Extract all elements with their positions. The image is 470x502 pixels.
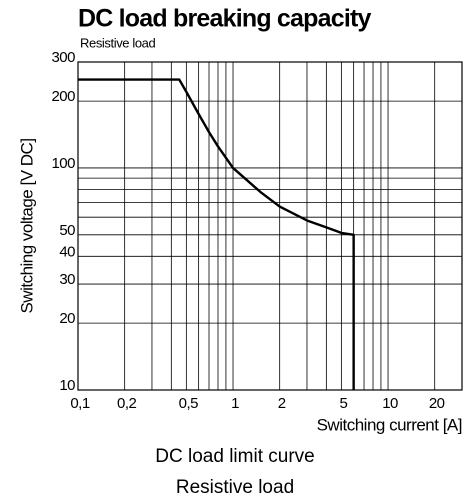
y-tick-label: 40 <box>59 243 75 260</box>
y-tick-label: 200 <box>51 88 75 105</box>
x-tick-label: 1 <box>231 395 239 412</box>
x-tick-label: 2 <box>278 395 286 412</box>
x-tick-label: 0,2 <box>117 395 137 412</box>
y-tick-label: 20 <box>59 310 75 327</box>
plot-frame <box>77 61 463 391</box>
chart-subtitle: Resistive load <box>80 35 155 50</box>
caption-line: DC load limit curve <box>155 446 314 467</box>
chart-title: DC load breaking capacity <box>78 5 371 33</box>
y-tick-label: 10 <box>59 377 75 394</box>
y-tick-label: 300 <box>51 49 75 66</box>
y-tick-label: 50 <box>59 222 75 239</box>
x-tick-label: 0,5 <box>179 395 199 412</box>
x-tick-label: 5 <box>339 395 347 412</box>
x-tick-label: 0,1 <box>70 395 90 412</box>
y-tick-label: 30 <box>59 271 75 288</box>
y-axis-label: Switching voltage [V DC] <box>17 138 36 313</box>
x-tick-label: 10 <box>382 395 398 412</box>
x-axis-label: Switching current [A] <box>317 415 462 434</box>
x-tick-label: 20 <box>429 395 445 412</box>
caption-line: Resistive load <box>176 477 294 498</box>
y-tick-label: 100 <box>51 155 75 172</box>
data-line <box>78 78 355 390</box>
